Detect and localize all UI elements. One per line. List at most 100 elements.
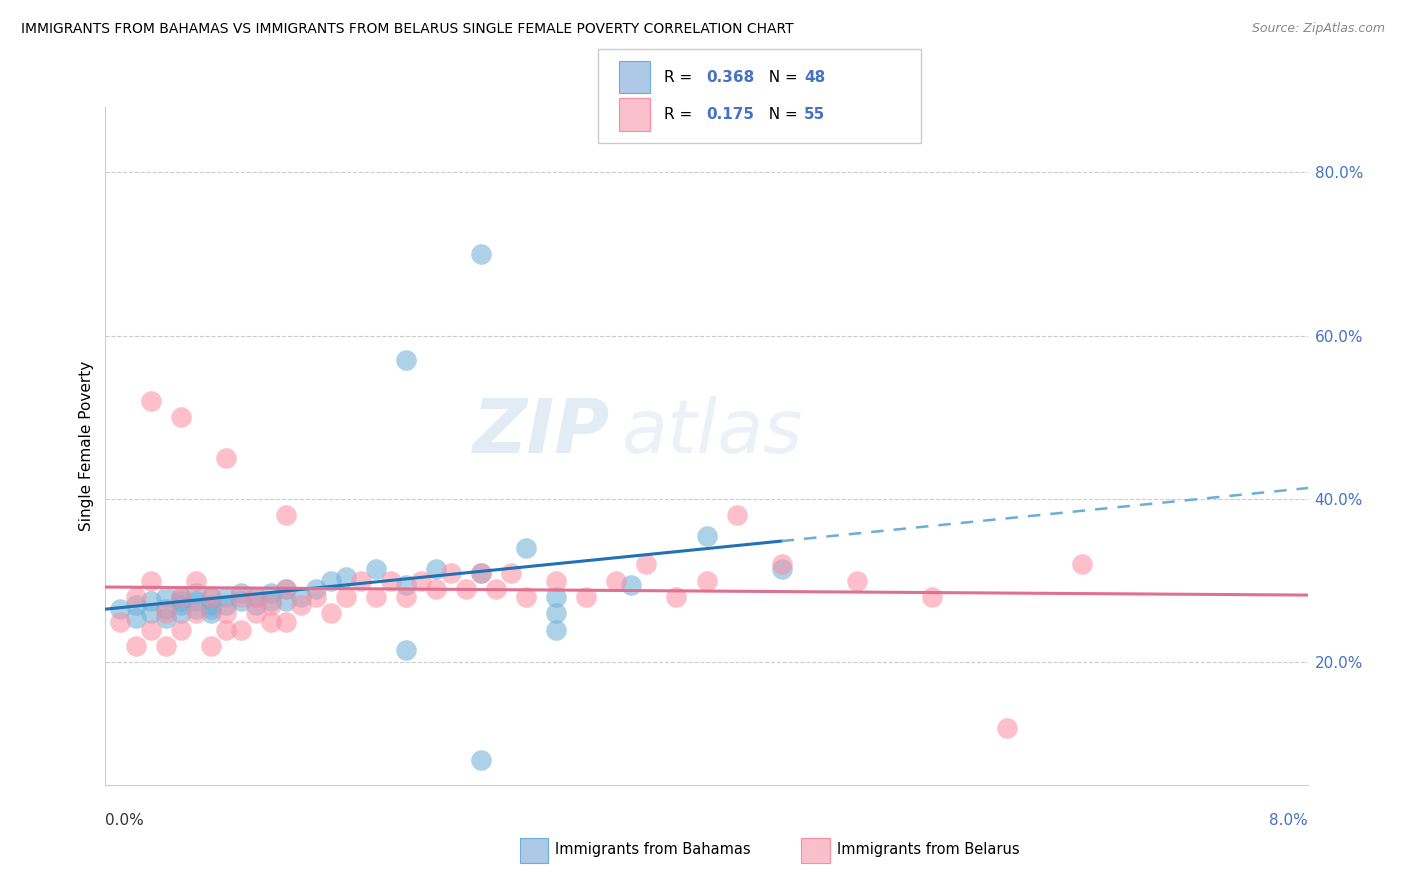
- Point: [184, 574, 207, 588]
- Point: [200, 590, 222, 604]
- Text: 0.0%: 0.0%: [105, 814, 145, 828]
- Point: [139, 394, 162, 409]
- Point: [214, 623, 236, 637]
- Point: [620, 578, 643, 592]
- Point: [470, 754, 492, 768]
- Point: [546, 574, 568, 588]
- Text: atlas: atlas: [623, 396, 804, 468]
- Point: [245, 590, 267, 604]
- Point: [184, 586, 207, 600]
- Text: IMMIGRANTS FROM BAHAMAS VS IMMIGRANTS FROM BELARUS SINGLE FEMALE POVERTY CORRELA: IMMIGRANTS FROM BAHAMAS VS IMMIGRANTS FR…: [21, 22, 794, 37]
- Point: [184, 607, 207, 621]
- Point: [350, 574, 373, 588]
- Text: R =: R =: [664, 107, 697, 122]
- Point: [274, 615, 297, 629]
- Point: [169, 594, 191, 608]
- Point: [995, 721, 1018, 735]
- Point: [605, 574, 627, 588]
- Point: [110, 615, 132, 629]
- Point: [184, 594, 207, 608]
- Point: [425, 561, 447, 575]
- Point: [229, 623, 252, 637]
- Point: [169, 607, 191, 621]
- Point: [214, 599, 236, 613]
- Point: [546, 623, 568, 637]
- Point: [845, 574, 868, 588]
- Point: [636, 558, 658, 572]
- Point: [380, 574, 402, 588]
- Point: [110, 602, 132, 616]
- Point: [501, 566, 523, 580]
- Point: [229, 586, 252, 600]
- Point: [245, 607, 267, 621]
- Point: [274, 594, 297, 608]
- Point: [409, 574, 432, 588]
- Point: [139, 623, 162, 637]
- Point: [546, 607, 568, 621]
- Point: [665, 590, 688, 604]
- Text: 55: 55: [804, 107, 825, 122]
- Text: ZIP: ZIP: [472, 396, 610, 469]
- Point: [155, 590, 177, 604]
- Y-axis label: Single Female Poverty: Single Female Poverty: [79, 361, 94, 531]
- Point: [319, 574, 342, 588]
- Point: [260, 599, 283, 613]
- Point: [274, 582, 297, 596]
- Point: [214, 451, 236, 466]
- Point: [155, 607, 177, 621]
- Point: [200, 602, 222, 616]
- Point: [245, 599, 267, 613]
- Point: [770, 558, 793, 572]
- Text: Immigrants from Bahamas: Immigrants from Bahamas: [555, 842, 751, 856]
- Text: Source: ZipAtlas.com: Source: ZipAtlas.com: [1251, 22, 1385, 36]
- Point: [1071, 558, 1094, 572]
- Point: [770, 561, 793, 575]
- Point: [470, 566, 492, 580]
- Point: [395, 590, 418, 604]
- Text: R =: R =: [664, 70, 697, 85]
- Point: [515, 590, 537, 604]
- Point: [214, 607, 236, 621]
- Point: [139, 574, 162, 588]
- Point: [921, 590, 943, 604]
- Point: [260, 615, 283, 629]
- Text: N =: N =: [759, 70, 803, 85]
- Point: [305, 590, 328, 604]
- Point: [155, 602, 177, 616]
- Point: [155, 610, 177, 624]
- Point: [440, 566, 463, 580]
- Point: [169, 623, 191, 637]
- Text: 0.368: 0.368: [706, 70, 754, 85]
- Point: [335, 590, 357, 604]
- Point: [139, 607, 162, 621]
- Point: [124, 590, 146, 604]
- Point: [319, 607, 342, 621]
- Point: [124, 610, 146, 624]
- Point: [290, 599, 312, 613]
- Point: [364, 561, 387, 575]
- Point: [200, 590, 222, 604]
- Point: [335, 570, 357, 584]
- Text: 8.0%: 8.0%: [1268, 814, 1308, 828]
- Point: [260, 594, 283, 608]
- Text: N =: N =: [759, 107, 803, 122]
- Point: [274, 582, 297, 596]
- Point: [425, 582, 447, 596]
- Point: [184, 602, 207, 616]
- Point: [364, 590, 387, 604]
- Point: [395, 643, 418, 657]
- Point: [169, 590, 191, 604]
- Point: [274, 508, 297, 523]
- Point: [229, 594, 252, 608]
- Point: [124, 599, 146, 613]
- Point: [395, 578, 418, 592]
- Point: [485, 582, 508, 596]
- Point: [200, 607, 222, 621]
- Point: [214, 590, 236, 604]
- Point: [260, 586, 283, 600]
- Point: [245, 590, 267, 604]
- Text: 48: 48: [804, 70, 825, 85]
- Point: [200, 639, 222, 653]
- Point: [546, 590, 568, 604]
- Point: [200, 599, 222, 613]
